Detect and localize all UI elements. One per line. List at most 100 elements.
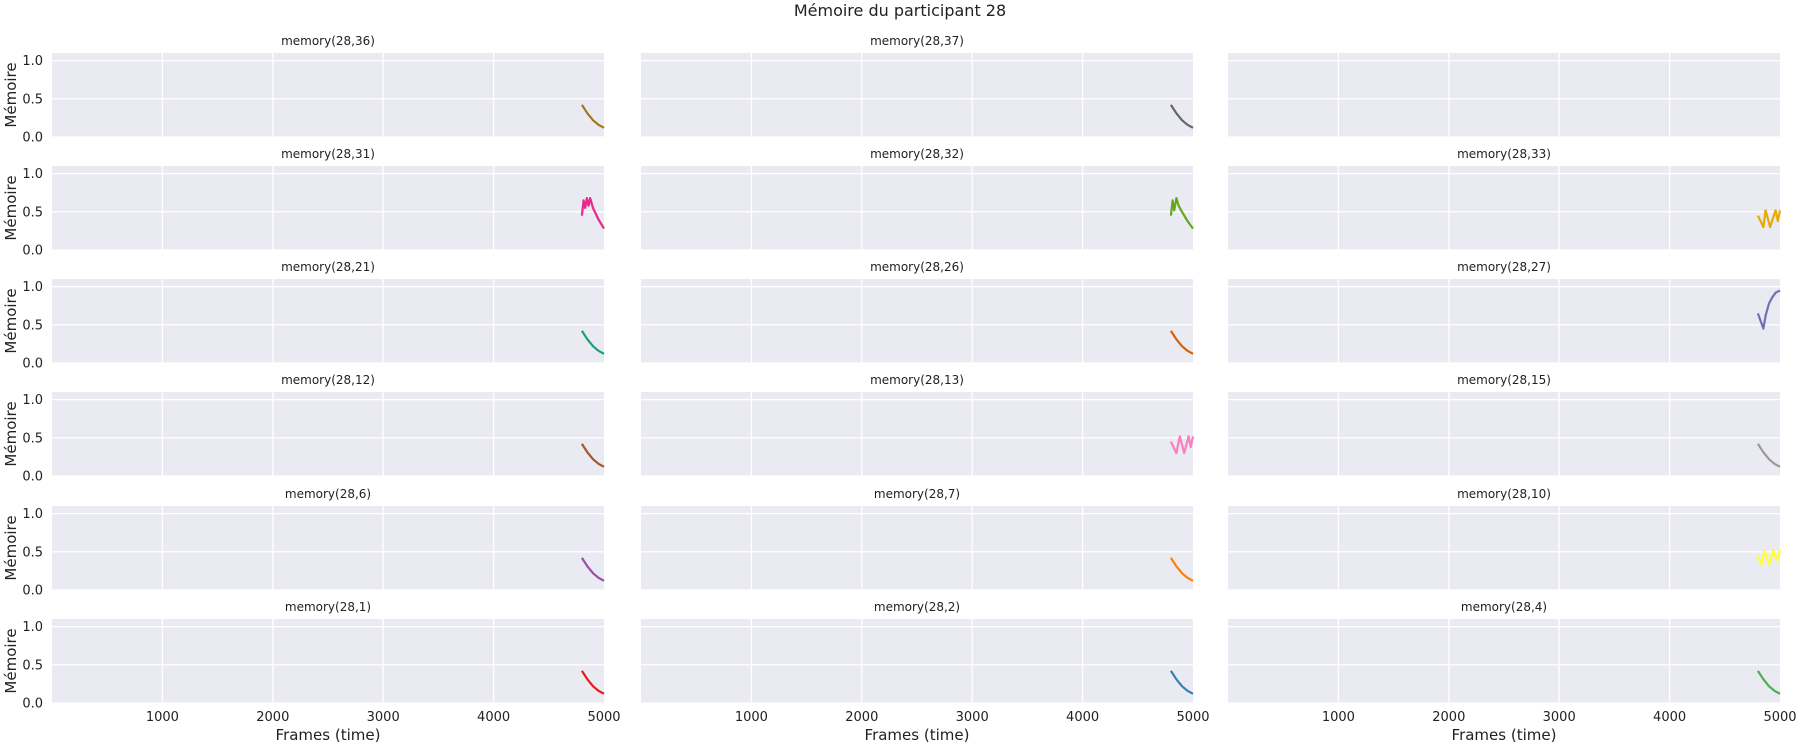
subplot-title: memory(28,37) [870,34,964,48]
subplot-title: memory(28,21) [281,260,375,274]
x-axis-label: Frames (time) [276,726,381,744]
y-axis-label: Mémoire [2,62,20,127]
x-axis-label: Frames (time) [1452,726,1557,744]
y-tick-label: 0.5 [22,545,43,560]
x-tick-label: 4000 [1653,710,1686,725]
y-tick-label: 0.0 [22,244,43,259]
series-line [1169,104,1194,129]
panel-background [52,619,604,703]
subplot-title: memory(28,10) [1457,487,1551,501]
panel-background [1228,279,1780,363]
series-line [580,330,605,355]
subplot-panel: memory(28,2) 1000 2000 3000 4000 5000 Frames (… [641,600,1210,744]
subplot-panel [1228,53,1780,138]
series-line [1756,549,1782,566]
panel-background [641,506,1193,590]
y-tick-label: 0.5 [22,92,43,107]
x-tick-label: 5000 [1176,710,1209,725]
panel-background [641,279,1193,363]
y-tick-label: 0.5 [22,318,43,333]
y-tick-label: 0.5 [22,658,43,673]
panel-background [52,392,604,476]
series-line [580,443,605,468]
y-tick-label: 0.5 [22,205,43,220]
y-axis-label: Mémoire [2,175,20,240]
x-tick-label: 1000 [1322,710,1355,725]
series-line [580,670,605,695]
panel-background [1228,392,1780,476]
series-line [1756,209,1782,229]
x-tick-label: 5000 [587,710,620,725]
y-tick-label: 0.0 [22,697,43,712]
subplot-title: memory(28,6) [285,487,371,501]
subplot-title: memory(28,7) [874,487,960,501]
subplot-panel: memory(28,15) [1228,373,1781,477]
panel-background [1228,166,1780,250]
panel-background [641,53,1193,137]
x-tick-label: 1000 [735,710,768,725]
subplot-title: memory(28,27) [1457,260,1551,274]
subplot-title: memory(28,31) [281,147,375,161]
y-tick-label: 0.0 [22,131,43,146]
panel-background [1228,53,1780,137]
panel-background [52,166,604,250]
x-tick-label: 1000 [146,710,179,725]
y-tick-label: 1.0 [22,620,43,635]
panel-background [1228,619,1780,703]
y-tick-label: 1.0 [22,280,43,295]
subplot-panel: memory(28,7) [641,487,1194,591]
subplot-panel: memory(28,32) [641,147,1194,251]
x-tick-label: 2000 [1432,710,1465,725]
y-tick-label: 0.0 [22,357,43,372]
x-tick-label: 5000 [1763,710,1796,725]
y-axis-label: Mémoire [2,515,20,580]
series-line [580,557,605,582]
subplot-title: memory(28,32) [870,147,964,161]
panel-background [52,53,604,137]
y-tick-label: 1.0 [22,393,43,408]
subplot-panel: memory(28,26) [641,260,1194,364]
subplot-title: memory(28,13) [870,373,964,387]
series-line [580,104,605,129]
panel-background [641,619,1193,703]
series-line [1756,670,1781,695]
subplot-title: memory(28,15) [1457,373,1551,387]
subplot-panel: memory(28,33) [1228,147,1782,251]
panel-background [1228,506,1780,590]
y-tick-label: 1.0 [22,507,43,522]
series-line [580,197,605,230]
subplot-title: memory(28,36) [281,34,375,48]
y-tick-label: 1.0 [22,54,43,69]
subplot-panel: memory(28,10) [1228,487,1782,591]
y-tick-label: 0.5 [22,431,43,446]
series-line [1169,435,1195,455]
panel-background [52,506,604,590]
panel-background [641,392,1193,476]
subplot-title: memory(28,4) [1461,600,1547,614]
subplot-panel: memory(28,27) [1228,260,1781,364]
series-line [1169,330,1194,355]
x-axis-label: Frames (time) [865,726,970,744]
series-line [1169,670,1194,695]
series-line [1756,289,1781,330]
subplot-panel: memory(28,4) 1000 2000 3000 4000 5000 Frames (… [1228,600,1797,744]
y-axis-label: Mémoire [2,288,20,353]
panel-background [52,279,604,363]
y-axis-label: Mémoire [2,628,20,693]
x-tick-label: 4000 [477,710,510,725]
x-tick-label: 3000 [1543,710,1576,725]
subplot-title: memory(28,2) [874,600,960,614]
x-tick-label: 4000 [1066,710,1099,725]
x-tick-label: 3000 [956,710,989,725]
x-tick-label: 2000 [845,710,878,725]
y-tick-label: 1.0 [22,167,43,182]
subplot-panel: memory(28,13) [641,373,1195,477]
subplot-title: memory(28,1) [285,600,371,614]
series-line [1756,443,1781,468]
